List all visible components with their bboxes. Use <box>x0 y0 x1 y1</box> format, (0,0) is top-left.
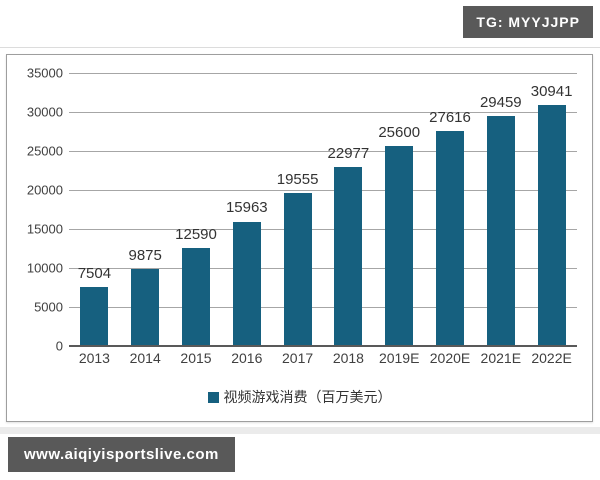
x-axis-tick-label: 2020E <box>429 350 471 366</box>
x-axis-tick-label: 2014 <box>129 350 161 366</box>
gridline <box>69 229 577 230</box>
x-axis-line <box>69 345 577 347</box>
bar-value-label: 22977 <box>327 144 370 162</box>
x-axis-tick-label: 2015 <box>180 350 212 366</box>
bar-value-label: 19555 <box>276 171 319 189</box>
y-axis-tick-label: 35000 <box>26 65 63 81</box>
bar-2020E <box>436 130 464 346</box>
bar-2017 <box>283 193 312 346</box>
bar-2022E <box>537 104 566 346</box>
gridline <box>69 73 577 74</box>
x-axis-tick-label: 2013 <box>78 350 110 366</box>
bar-value-label: 27616 <box>429 108 471 126</box>
x-axis-tick-label: 2019E <box>378 350 420 366</box>
y-axis-tick-label: 20000 <box>26 182 63 198</box>
bar-value-label: 15963 <box>225 199 268 217</box>
gridline <box>69 268 577 269</box>
divider-strip <box>0 427 600 434</box>
divider <box>0 47 600 48</box>
x-axis-tick-label: 2016 <box>231 350 263 366</box>
bar-value-label: 9875 <box>128 246 162 264</box>
y-axis-tick-label: 5000 <box>34 299 63 315</box>
legend-label: 视频游戏消费（百万美元） <box>223 389 392 405</box>
bar-value-label: 12590 <box>175 225 217 243</box>
y-axis-tick-label: 25000 <box>26 143 63 159</box>
bar-2016 <box>232 221 261 346</box>
plot-area: 0 5000 10000 15000 20000 25000 30000 35000 7504 2… <box>27 66 577 366</box>
y-axis-tick-label: 10000 <box>26 260 63 276</box>
x-axis-tick-label: 2021E <box>480 350 522 366</box>
x-axis-tick-label: 2017 <box>282 350 314 366</box>
bar-2014 <box>131 268 160 346</box>
bar-value-label: 30941 <box>530 82 573 100</box>
y-axis-tick-label: 0 <box>55 338 63 354</box>
gridline <box>69 112 577 113</box>
gridline <box>69 307 577 308</box>
x-axis-tick-label: 2018 <box>332 350 364 366</box>
y-axis-tick-label: 30000 <box>26 104 63 120</box>
bar-2015 <box>182 247 210 346</box>
telegram-badge: TG: MYYJJPP <box>463 6 593 38</box>
bar-value-label: 29459 <box>479 94 522 112</box>
bar-value-label: 25600 <box>378 124 421 142</box>
bar-2018 <box>334 166 363 346</box>
y-axis-tick-label: 15000 <box>26 221 63 237</box>
bar-value-label: 7504 <box>77 265 112 283</box>
bar-2013 <box>80 287 109 346</box>
gridline <box>69 151 577 152</box>
bar-2019E <box>385 146 414 346</box>
chart-legend: 视频游戏消费（百万美元） <box>7 387 592 407</box>
x-axis-tick-label: 2022E <box>531 350 572 366</box>
bar-2021E <box>486 116 515 346</box>
legend-swatch <box>207 392 219 403</box>
chart-container: 0 5000 10000 15000 20000 25000 30000 35000 7504 2… <box>6 54 593 422</box>
watermark-badge: www.aiqiyisportslive.com <box>8 437 235 472</box>
gridline <box>69 190 577 191</box>
